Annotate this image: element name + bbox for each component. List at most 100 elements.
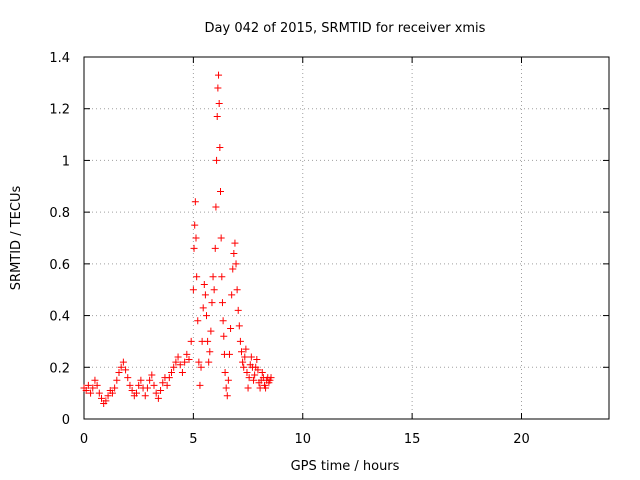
chart-title: Day 042 of 2015, SRMTID for receiver xmi… bbox=[205, 21, 486, 36]
data-point bbox=[223, 392, 231, 400]
data-point bbox=[133, 389, 140, 397]
data-point bbox=[267, 374, 275, 382]
data-point bbox=[199, 304, 207, 312]
data-point bbox=[258, 368, 266, 376]
data-point bbox=[148, 371, 156, 379]
data-point bbox=[154, 394, 162, 402]
y-tick-label: 0.6 bbox=[49, 258, 70, 273]
data-point bbox=[200, 281, 208, 289]
data-point bbox=[215, 71, 223, 79]
data-point bbox=[206, 348, 214, 356]
data-point bbox=[191, 198, 199, 206]
data-point bbox=[242, 345, 250, 353]
data-point bbox=[207, 327, 215, 335]
data-point bbox=[183, 350, 191, 358]
data-point bbox=[204, 337, 212, 345]
data-point bbox=[254, 366, 262, 374]
data-point bbox=[193, 273, 201, 281]
data-point bbox=[141, 392, 149, 400]
plot-frame bbox=[83, 56, 610, 420]
data-point bbox=[218, 299, 226, 307]
data-point bbox=[230, 250, 238, 258]
data-point bbox=[91, 376, 99, 384]
data-point bbox=[137, 376, 145, 384]
data-point bbox=[157, 387, 165, 395]
data-point bbox=[98, 394, 105, 402]
data-point bbox=[262, 384, 270, 392]
y-tick-label: 0 bbox=[62, 413, 70, 428]
data-point bbox=[126, 381, 134, 389]
y-tick-label: 1.2 bbox=[49, 103, 70, 118]
data-point bbox=[170, 363, 178, 371]
data-point bbox=[218, 273, 226, 281]
data-point bbox=[119, 358, 127, 366]
data-point bbox=[82, 387, 90, 395]
y-axis-label: SRMTID / TECUs bbox=[9, 186, 24, 291]
data-point bbox=[214, 84, 222, 92]
data-point bbox=[165, 374, 173, 382]
y-tick-label: 0.8 bbox=[49, 206, 70, 221]
data-point bbox=[253, 356, 261, 364]
data-point bbox=[190, 244, 198, 252]
y-tick-label: 1 bbox=[62, 154, 70, 169]
grid bbox=[84, 57, 609, 419]
data-point bbox=[240, 363, 248, 371]
data-point bbox=[251, 371, 259, 379]
y-tick-label: 1.4 bbox=[49, 51, 70, 66]
data-point bbox=[192, 234, 200, 242]
data-point bbox=[239, 358, 247, 366]
data-point bbox=[208, 299, 216, 307]
data-point bbox=[115, 368, 123, 376]
data-point bbox=[191, 221, 199, 229]
data-point bbox=[231, 239, 239, 247]
data-point bbox=[178, 368, 186, 376]
data-point bbox=[87, 389, 95, 397]
data-point bbox=[146, 376, 154, 384]
x-tick-label: 0 bbox=[80, 432, 88, 447]
data-point bbox=[95, 389, 103, 397]
data-point bbox=[212, 203, 220, 211]
data-point bbox=[168, 368, 175, 376]
data-point bbox=[93, 381, 101, 389]
data-point bbox=[203, 312, 210, 320]
data-point bbox=[187, 337, 195, 345]
data-point bbox=[196, 381, 204, 389]
data-point bbox=[84, 381, 92, 389]
data-point bbox=[210, 286, 218, 294]
data-point bbox=[181, 358, 189, 366]
data-point bbox=[189, 286, 197, 294]
data-point bbox=[235, 322, 243, 330]
data-point bbox=[143, 384, 151, 392]
data-point bbox=[217, 234, 225, 242]
data-point bbox=[213, 112, 221, 120]
data-point bbox=[135, 381, 143, 389]
data-point bbox=[234, 306, 242, 314]
data-point bbox=[245, 374, 253, 382]
data-point bbox=[247, 353, 255, 361]
x-tick-label: 20 bbox=[513, 432, 530, 447]
y-tick-label: 0.2 bbox=[49, 361, 70, 376]
data-point bbox=[228, 291, 236, 299]
x-tick-label: 10 bbox=[294, 432, 311, 447]
data-point bbox=[150, 381, 158, 389]
data-point bbox=[222, 384, 230, 392]
data-point bbox=[113, 376, 121, 384]
data-point bbox=[124, 374, 132, 382]
ticks: 0 0.2 0.4 0.6 0.8 1 1.2 1.4 0 5 10 15 20 bbox=[49, 51, 609, 447]
data-point bbox=[128, 387, 136, 395]
data-point bbox=[238, 348, 245, 356]
data-point bbox=[122, 366, 130, 374]
data-point bbox=[216, 144, 224, 151]
data-point bbox=[232, 260, 240, 268]
data-point bbox=[227, 325, 235, 332]
x-tick-label: 15 bbox=[404, 432, 421, 447]
data-point bbox=[229, 265, 237, 273]
data-point bbox=[250, 376, 258, 384]
data-point bbox=[233, 286, 241, 294]
data-point bbox=[244, 384, 252, 392]
data-point bbox=[225, 350, 233, 358]
data-point bbox=[201, 291, 209, 299]
data-point bbox=[215, 100, 223, 108]
data-point bbox=[221, 368, 229, 376]
